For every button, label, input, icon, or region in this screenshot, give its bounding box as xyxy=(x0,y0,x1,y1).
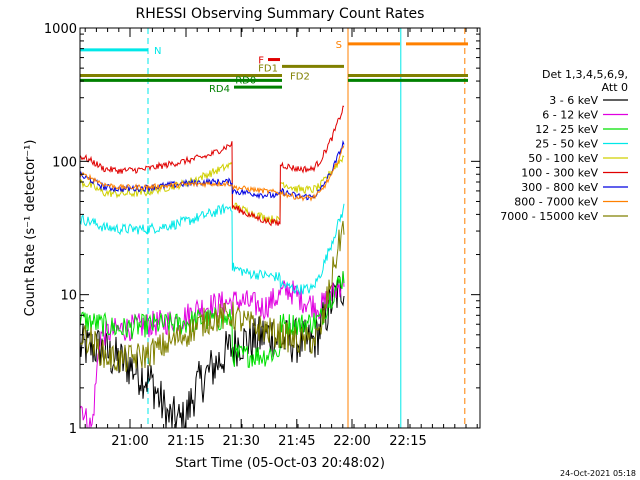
flag-label: S xyxy=(336,40,342,51)
legend: Det 1,3,4,5,6,9,Att 0 3 - 6 keV 6 - 12 keV… xyxy=(500,68,628,223)
legend-header: Det 1,3,4,5,6,9, xyxy=(542,68,628,81)
x-tick-label: 21:45 xyxy=(278,434,315,449)
x-tick-label: 21:15 xyxy=(167,434,204,449)
y-axis: 1 10 100 1000 xyxy=(44,22,480,437)
series-line xyxy=(79,275,345,429)
legend-entry-label: 50 - 100 keV xyxy=(528,152,598,165)
series-line xyxy=(79,145,345,202)
series-line xyxy=(79,271,345,429)
legend-entry-label: 3 - 6 keV xyxy=(549,94,598,107)
flag-label: FD1 xyxy=(258,64,278,75)
y-axis-label: Count Rate (s⁻¹ detector⁻¹) xyxy=(23,140,38,317)
chart-title: RHESSI Observing Summary Count Rates xyxy=(136,6,425,22)
flag-label: FD2 xyxy=(290,72,310,83)
y-tick-label: 1 xyxy=(69,422,77,437)
series-line xyxy=(79,105,345,227)
x-tick-label: 22:00 xyxy=(333,434,370,449)
flag-label: F xyxy=(258,56,264,67)
y-tick-label: 10 xyxy=(60,289,77,304)
x-tick-label: 21:30 xyxy=(222,434,259,449)
legend-header: Att 0 xyxy=(602,81,628,94)
legend-entry-label: 12 - 25 keV xyxy=(535,123,598,136)
legend-entry-label: 100 - 300 keV xyxy=(521,167,598,180)
legend-entry-label: 6 - 12 keV xyxy=(542,109,598,122)
legend-entry-label: 300 - 800 keV xyxy=(521,181,598,194)
series-line xyxy=(79,155,345,225)
x-tick-label: 21:00 xyxy=(111,434,148,449)
x-axis: 21:00 21:15 21:30 21:45 22:00 22:15 xyxy=(84,28,478,449)
series-line xyxy=(79,271,345,368)
timestamp-label: 24-Oct-2021 05:18 xyxy=(560,469,636,478)
legend-entry-label: 7000 - 15000 keV xyxy=(500,210,598,223)
x-axis-label: Start Time (05-Oct-03 20:48:02) xyxy=(175,456,385,471)
flag-label: RD0 xyxy=(235,76,256,87)
plot-frame xyxy=(79,27,481,429)
flag-label: RD4 xyxy=(209,84,230,95)
series-line xyxy=(79,220,345,372)
legend-entry-label: 800 - 7000 keV xyxy=(514,196,598,209)
y-tick-label: 1000 xyxy=(44,22,77,37)
series-lines xyxy=(79,105,345,429)
series-line xyxy=(79,203,345,295)
y-tick-label: 100 xyxy=(52,155,77,170)
x-tick-label: 22:15 xyxy=(389,434,426,449)
flag-label: N xyxy=(154,46,161,57)
legend-entry-label: 25 - 50 keV xyxy=(535,138,598,151)
